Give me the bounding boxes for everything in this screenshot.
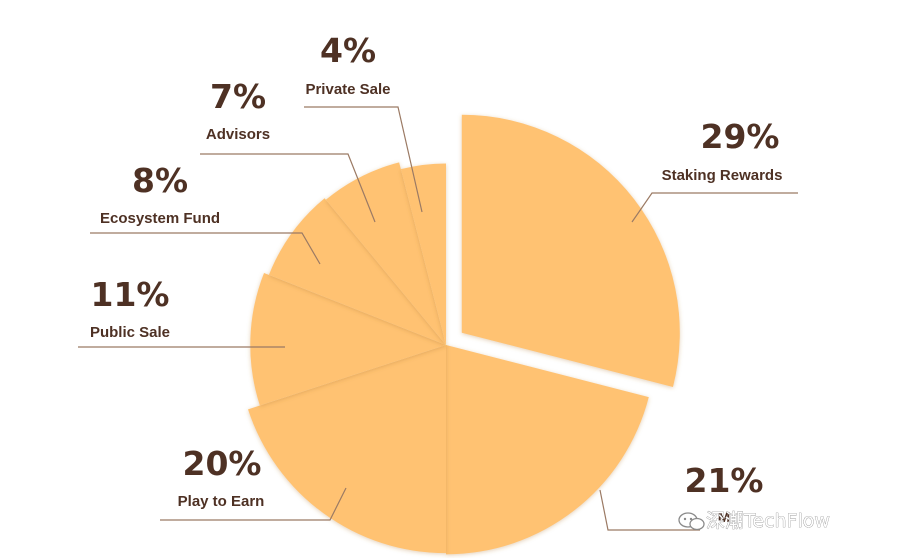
slice-percent-staking-rewards: 29% (701, 117, 780, 156)
slice-label-public-sale: Public Sale (90, 324, 170, 341)
pie-slices (248, 114, 680, 555)
slice-label-play-to-earn: Play to Earn (178, 493, 265, 510)
slice-percent-m: 21% (685, 461, 764, 500)
pie-slice-staking-rewards (461, 114, 680, 387)
leader-line-ecosystem-fund (90, 232, 321, 265)
wechat-icon (678, 512, 705, 531)
leader-line-play-to-earn (160, 487, 347, 521)
pie-slice-private-sale (400, 163, 446, 345)
slice-label-m: M (718, 509, 731, 526)
pie-slice-play-to-earn (248, 345, 446, 554)
slice-labels: 29% Staking Rewards 21% M 20% Play to Ea… (90, 31, 782, 526)
pie-slice-ecosystem-fund (268, 198, 446, 345)
slice-percent-private-sale: 4% (320, 31, 376, 70)
leader-lines (78, 106, 798, 531)
leader-line-advisors (200, 153, 376, 223)
slice-percent-public-sale: 11% (91, 275, 170, 314)
slice-label-advisors: Advisors (206, 126, 270, 143)
watermark-text: 深潮TechFlow (706, 510, 830, 532)
watermark: 深潮TechFlow (678, 510, 830, 532)
slice-label-private-sale: Private Sale (305, 81, 390, 98)
pie-slice-public-sale (250, 272, 446, 406)
slice-label-ecosystem-fund: Ecosystem Fund (100, 210, 220, 227)
leader-line-private-sale (304, 106, 423, 213)
slice-label-staking-rewards: Staking Rewards (662, 167, 783, 184)
pie-slice-advisors (325, 162, 446, 345)
leader-line-staking-rewards (631, 192, 798, 223)
slice-percent-advisors: 7% (210, 77, 266, 116)
leader-line-m (599, 489, 700, 531)
pie-slice-m (446, 345, 649, 555)
slice-percent-ecosystem-fund: 8% (132, 161, 188, 200)
slice-percent-play-to-earn: 20% (183, 444, 262, 483)
